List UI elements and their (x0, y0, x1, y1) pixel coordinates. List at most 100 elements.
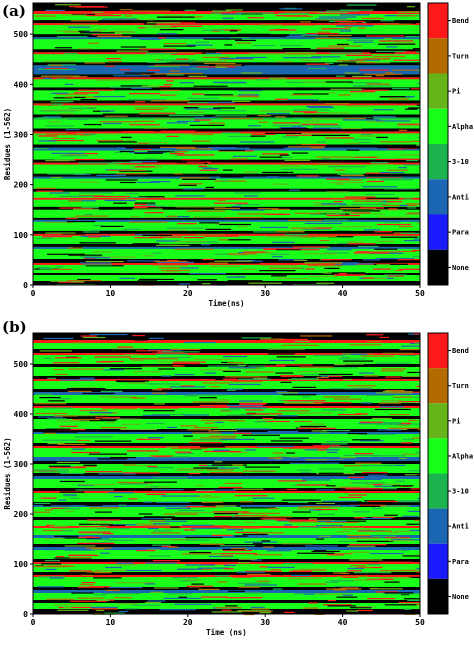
heatmap-cell (204, 451, 241, 452)
heatmap-cell (328, 505, 360, 506)
heatmap-cell (84, 134, 96, 135)
heatmap-cell (143, 525, 171, 526)
heatmap-cell (350, 565, 365, 566)
heatmap-cell (407, 6, 415, 7)
heatmap-cell (239, 403, 267, 404)
x-tick-label: 40 (338, 618, 348, 627)
heatmap-cell (283, 11, 320, 12)
heatmap-cell (313, 202, 322, 203)
heatmap-cell (324, 219, 348, 220)
heatmap-cell (403, 555, 420, 556)
heatmap-cell (379, 577, 412, 578)
heatmap-cell (303, 229, 331, 230)
heatmap-cell (367, 251, 399, 252)
heatmap-cell (45, 569, 56, 570)
heatmap-cell (338, 243, 349, 244)
heatmap-cell (44, 433, 56, 434)
heatmap-cell (224, 565, 236, 566)
heatmap-cell (385, 537, 410, 538)
heatmap-cell (245, 371, 274, 372)
heatmap-band (33, 247, 420, 249)
heatmap-cell (144, 516, 175, 517)
heatmap-cell (81, 69, 100, 70)
heatmap-cell (59, 113, 75, 114)
heatmap-cell (397, 15, 416, 16)
heatmap-cell (160, 245, 189, 246)
heatmap-cell (249, 53, 287, 54)
heatmap-cell (34, 503, 50, 504)
heatmap-cell (413, 48, 420, 49)
heatmap-cell (406, 524, 420, 525)
heatmap-cell (39, 576, 65, 577)
heatmap-cell (70, 498, 79, 499)
heatmap-cell (318, 514, 335, 515)
heatmap-cell (206, 469, 234, 470)
heatmap-cell (398, 12, 419, 13)
heatmap-cell (184, 580, 201, 581)
heatmap-cell (219, 224, 251, 225)
heatmap-cell (402, 147, 420, 148)
heatmap-cell (362, 518, 391, 519)
heatmap-cell (394, 60, 420, 61)
heatmap-cell (312, 430, 328, 431)
heatmap-cell (214, 181, 246, 182)
heatmap-cell (354, 157, 376, 158)
heatmap-cell (364, 58, 391, 59)
heatmap-cell (275, 61, 292, 62)
y-tick-label: 200 (14, 181, 29, 190)
heatmap-cell (223, 371, 241, 372)
heatmap-cell (85, 261, 123, 262)
heatmap-cell (239, 400, 263, 401)
heatmap-cell (270, 254, 289, 255)
heatmap-cell (320, 432, 329, 433)
heatmap-cell (346, 55, 372, 56)
heatmap-cell (223, 471, 232, 472)
heatmap-cell (78, 531, 110, 532)
heatmap-cell (372, 508, 383, 509)
heatmap-cell (215, 607, 241, 608)
heatmap-cell (133, 243, 159, 244)
legend-label: Anti (452, 523, 469, 531)
heatmap-cell (306, 33, 338, 34)
heatmap-cell (121, 424, 140, 425)
heatmap-cell (401, 442, 413, 443)
heatmap-cell (347, 535, 370, 536)
heatmap-cell (49, 65, 62, 66)
heatmap-cell (169, 163, 204, 164)
heatmap-cell (158, 357, 191, 358)
heatmap-cell (168, 593, 192, 594)
heatmap-cell (115, 582, 154, 583)
heatmap-cell (134, 371, 162, 372)
heatmap-cell (93, 577, 122, 578)
heatmap-cell (96, 140, 123, 141)
heatmap-cell (164, 84, 172, 85)
legend-label: Alpha (452, 123, 473, 131)
heatmap-cell (90, 230, 127, 231)
heatmap-cell (134, 149, 151, 150)
heatmap-cell (64, 549, 95, 550)
heatmap-band (33, 473, 420, 476)
heatmap-cell (398, 124, 420, 125)
legend-swatch (428, 179, 448, 214)
legend-swatch (428, 215, 448, 250)
heatmap-cell (364, 74, 402, 75)
heatmap-cell (260, 339, 284, 340)
heatmap-cell (374, 486, 395, 487)
heatmap-cell (326, 588, 361, 589)
heatmap-cell (93, 30, 106, 31)
heatmap-cell (371, 162, 388, 163)
heatmap-cell (83, 393, 115, 394)
heatmap-cell (60, 473, 84, 474)
heatmap-cell (415, 204, 420, 205)
heatmap-cell (404, 51, 416, 52)
heatmap-cell (144, 23, 157, 24)
heatmap-cell (225, 605, 237, 606)
heatmap-cell (272, 184, 289, 185)
heatmap-cell (282, 24, 315, 25)
heatmap-cell (393, 101, 408, 102)
heatmap-cell (80, 378, 95, 379)
heatmap-cell (51, 104, 63, 105)
heatmap-cell (164, 52, 195, 53)
heatmap-cell (362, 472, 388, 473)
heatmap-cell (353, 201, 383, 202)
